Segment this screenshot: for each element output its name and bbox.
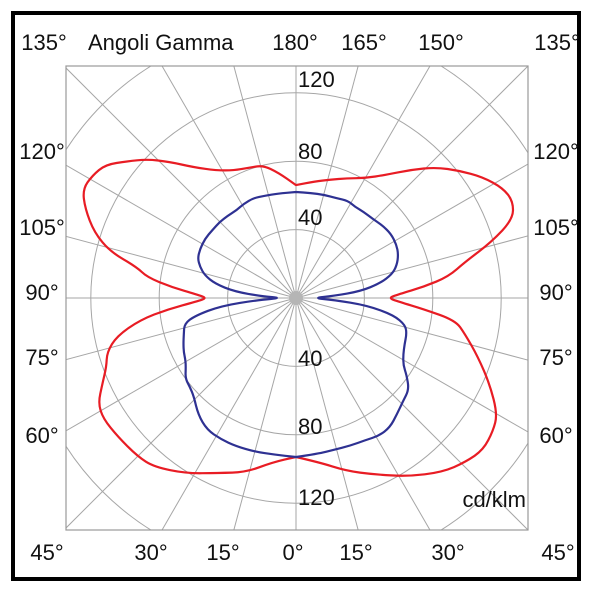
gamma-label-top-135r: 135° <box>534 30 580 55</box>
gamma-label-right-90: 90° <box>539 280 573 305</box>
blue-curve <box>182 190 410 459</box>
gamma-label-top-150: 150° <box>418 30 464 55</box>
unit-label: cd/klm <box>462 487 526 512</box>
gamma-label-right-120: 120° <box>533 139 579 164</box>
radial-label-bottom-40: 40 <box>298 346 323 371</box>
gamma-label-left-75: 75° <box>25 345 59 370</box>
gamma-label-top-180: 180° <box>272 30 318 55</box>
gamma-label-bottom-15r: 15° <box>339 540 373 565</box>
gamma-label-bottom-30r: 30° <box>431 540 465 565</box>
gamma-label-left-60: 60° <box>25 423 59 448</box>
gamma-label-bottom-45l: 45° <box>30 540 64 565</box>
radial-label-bottom-80: 80 <box>298 414 323 439</box>
gamma-label-bottom-45r: 45° <box>541 540 575 565</box>
outer-border <box>11 11 581 581</box>
gamma-label-right-75: 75° <box>539 345 573 370</box>
red-curve <box>82 158 515 477</box>
radial-label-top-40: 40 <box>298 205 323 230</box>
gamma-label-bottom-0: 0° <box>282 540 304 565</box>
gamma-label-left-90: 90° <box>25 280 59 305</box>
radial-label-top-120: 120 <box>298 67 335 92</box>
gamma-label-top-135l: 135° <box>21 30 67 55</box>
gamma-label-bottom-15l: 15° <box>206 540 240 565</box>
gamma-label-bottom-30l: 30° <box>134 540 168 565</box>
gamma-label-right-105: 105° <box>533 215 579 240</box>
gamma-label-top-165: 165° <box>341 30 387 55</box>
radial-label-top-80: 80 <box>298 139 323 164</box>
gamma-label-left-120: 120° <box>19 139 65 164</box>
chart-title: Angoli Gamma <box>88 30 234 55</box>
radial-label-bottom-120: 120 <box>298 485 335 510</box>
gamma-label-left-105: 105° <box>19 215 65 240</box>
gamma-label-right-60: 60° <box>539 423 573 448</box>
